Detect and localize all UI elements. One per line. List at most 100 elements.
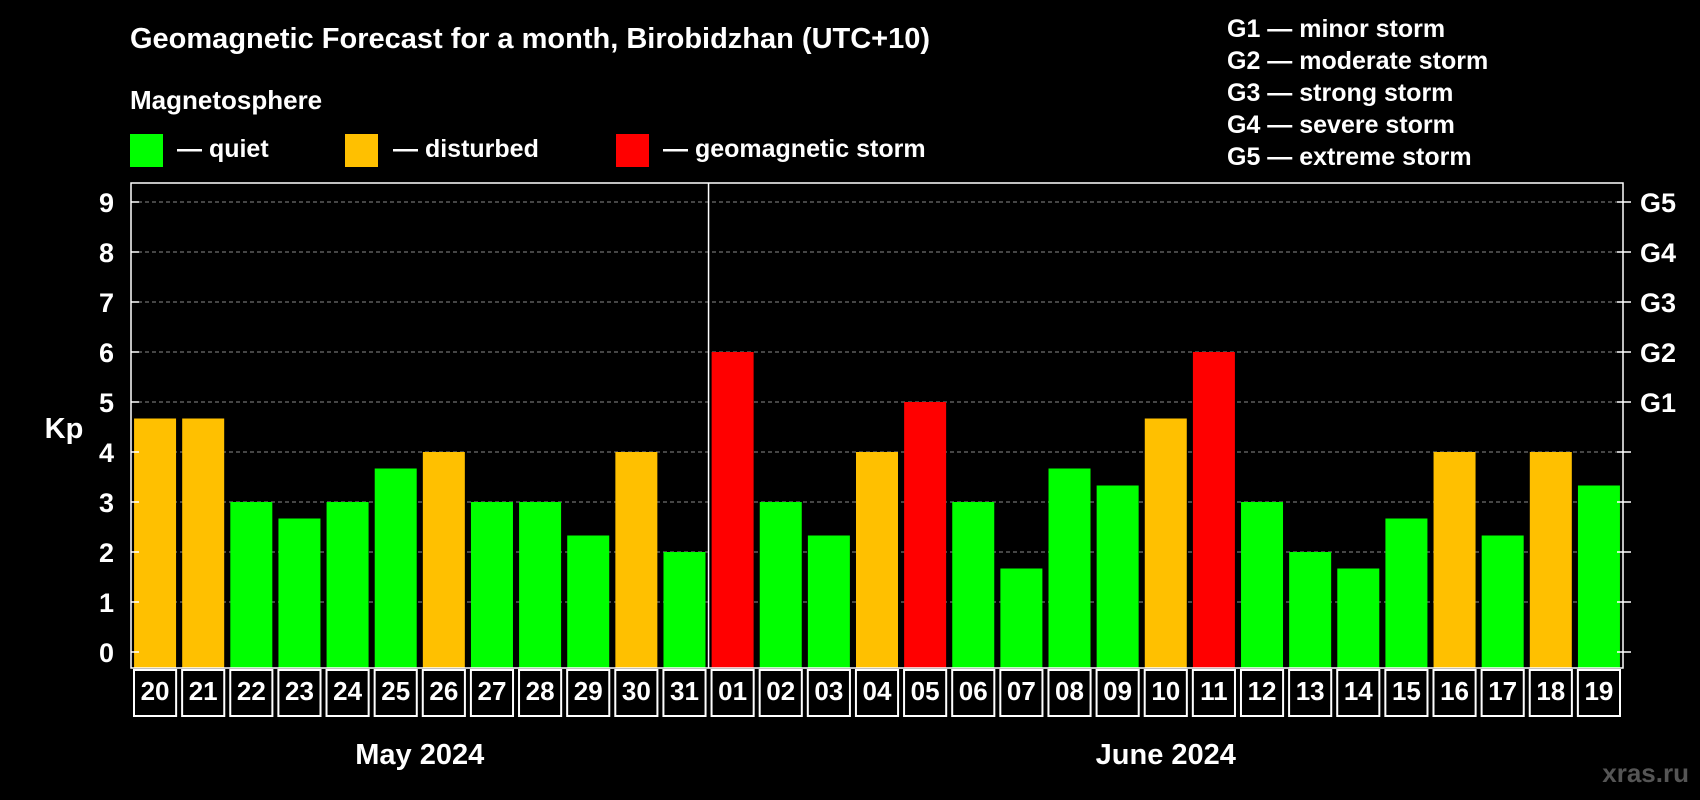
day-cell	[1143, 669, 1188, 717]
kp-bar	[1289, 552, 1332, 668]
kp-bar	[807, 535, 850, 668]
storm-level-label: G2	[1640, 338, 1676, 368]
kp-bar	[952, 502, 995, 668]
day-cell	[614, 669, 659, 717]
storm-scale-legend: G1 — minor storm G2 — moderate storm G3 …	[1227, 15, 1488, 171]
day-label: 10	[1151, 676, 1180, 706]
storm-scale-g4: G4 — severe storm	[1227, 111, 1455, 139]
month-label: May 2024	[355, 739, 484, 771]
day-cell	[1480, 669, 1525, 717]
legend-swatch-disturbed	[345, 134, 378, 167]
storm-scale-g1: G1 — minor storm	[1227, 15, 1445, 43]
day-label: 09	[1103, 676, 1132, 706]
y-tick-label: 3	[99, 488, 114, 518]
y-tick-label: 0	[99, 638, 114, 668]
legend-swatch-quiet	[130, 134, 163, 167]
day-cell	[806, 669, 851, 717]
day-label: 21	[189, 676, 218, 706]
day-cell	[1288, 669, 1333, 717]
day-cell	[373, 669, 418, 717]
plot-border	[130, 182, 1624, 669]
day-label: 27	[478, 676, 507, 706]
day-cell	[1191, 669, 1236, 717]
month-label: June 2024	[1096, 739, 1236, 771]
storm-scale-g5: G5 — extreme storm	[1227, 143, 1472, 171]
day-cell	[1336, 669, 1381, 717]
day-label: 02	[766, 676, 795, 706]
day-label: 07	[1007, 676, 1036, 706]
day-cell	[518, 669, 563, 717]
kp-bar	[1241, 502, 1284, 668]
y-tick-label: 7	[99, 288, 114, 318]
day-label: 16	[1440, 676, 1469, 706]
day-cell	[854, 669, 900, 717]
kp-bar	[1000, 568, 1043, 668]
kp-bar	[278, 518, 321, 668]
day-cell	[1432, 669, 1477, 717]
storm-level-label: G3	[1640, 288, 1676, 318]
bars	[134, 352, 1620, 668]
day-cell	[999, 669, 1044, 717]
kp-bar	[1096, 485, 1139, 668]
day-label: 18	[1536, 676, 1565, 706]
kp-bar	[1337, 568, 1380, 668]
day-label: 05	[911, 676, 940, 706]
day-label: 15	[1392, 676, 1421, 706]
day-label: 30	[622, 676, 651, 706]
y-axis: 0 1 2 3 4 5 6 7 8 9	[99, 188, 139, 668]
kp-bar	[182, 418, 225, 668]
day-label: 26	[429, 676, 458, 706]
day-cell	[1384, 669, 1429, 717]
storm-level-label: G5	[1640, 188, 1676, 218]
y-tick-label: 2	[99, 538, 114, 568]
day-label: 08	[1055, 676, 1084, 706]
kp-bar	[615, 452, 658, 668]
day-cell	[181, 669, 226, 717]
kp-bar	[1481, 535, 1524, 668]
day-cell	[133, 669, 178, 717]
day-label: 20	[141, 676, 170, 706]
kp-bar	[904, 402, 947, 668]
kp-bar	[1048, 468, 1091, 668]
kp-bar	[1529, 452, 1572, 668]
kp-bar	[856, 452, 898, 668]
y-tick-label: 9	[99, 188, 114, 218]
kp-bar	[422, 452, 465, 668]
kp-bar	[1144, 418, 1187, 668]
kp-bar	[1192, 352, 1235, 668]
kp-bar	[1385, 518, 1428, 668]
day-label: 25	[381, 676, 410, 706]
day-label: 12	[1248, 676, 1277, 706]
day-label: 17	[1488, 676, 1517, 706]
day-cell	[325, 669, 370, 717]
y-tick-label: 4	[99, 438, 114, 468]
day-label: 19	[1584, 676, 1613, 706]
storm-level-label: G4	[1640, 238, 1676, 268]
section-label: Magnetosphere	[130, 85, 322, 115]
day-cell	[469, 669, 515, 717]
kp-bar	[663, 552, 706, 668]
day-label: 31	[670, 676, 699, 706]
y-tick-label: 6	[99, 338, 114, 368]
plot-frame	[130, 182, 1624, 669]
day-label: 04	[863, 676, 892, 706]
y-tick-label: 5	[99, 388, 114, 418]
day-cell	[421, 669, 466, 717]
legend-label-disturbed: — disturbed	[393, 135, 539, 163]
y-tick-label: 1	[99, 588, 114, 618]
storm-level-label: G1	[1640, 388, 1676, 418]
day-label: 28	[526, 676, 555, 706]
day-cell	[951, 669, 996, 717]
kp-bar	[1433, 452, 1476, 668]
day-cell	[1095, 669, 1140, 717]
kp-bar	[470, 502, 513, 668]
day-label: 13	[1296, 676, 1325, 706]
kp-bar	[230, 502, 273, 668]
legend: — quiet — disturbed — geomagnetic storm	[130, 134, 926, 167]
y-axis-label: Kp	[45, 413, 84, 445]
kp-bar	[567, 535, 610, 668]
day-cell	[903, 669, 948, 717]
day-cell	[662, 669, 707, 717]
chart-title: Geomagnetic Forecast for a month, Birobi…	[130, 23, 930, 55]
